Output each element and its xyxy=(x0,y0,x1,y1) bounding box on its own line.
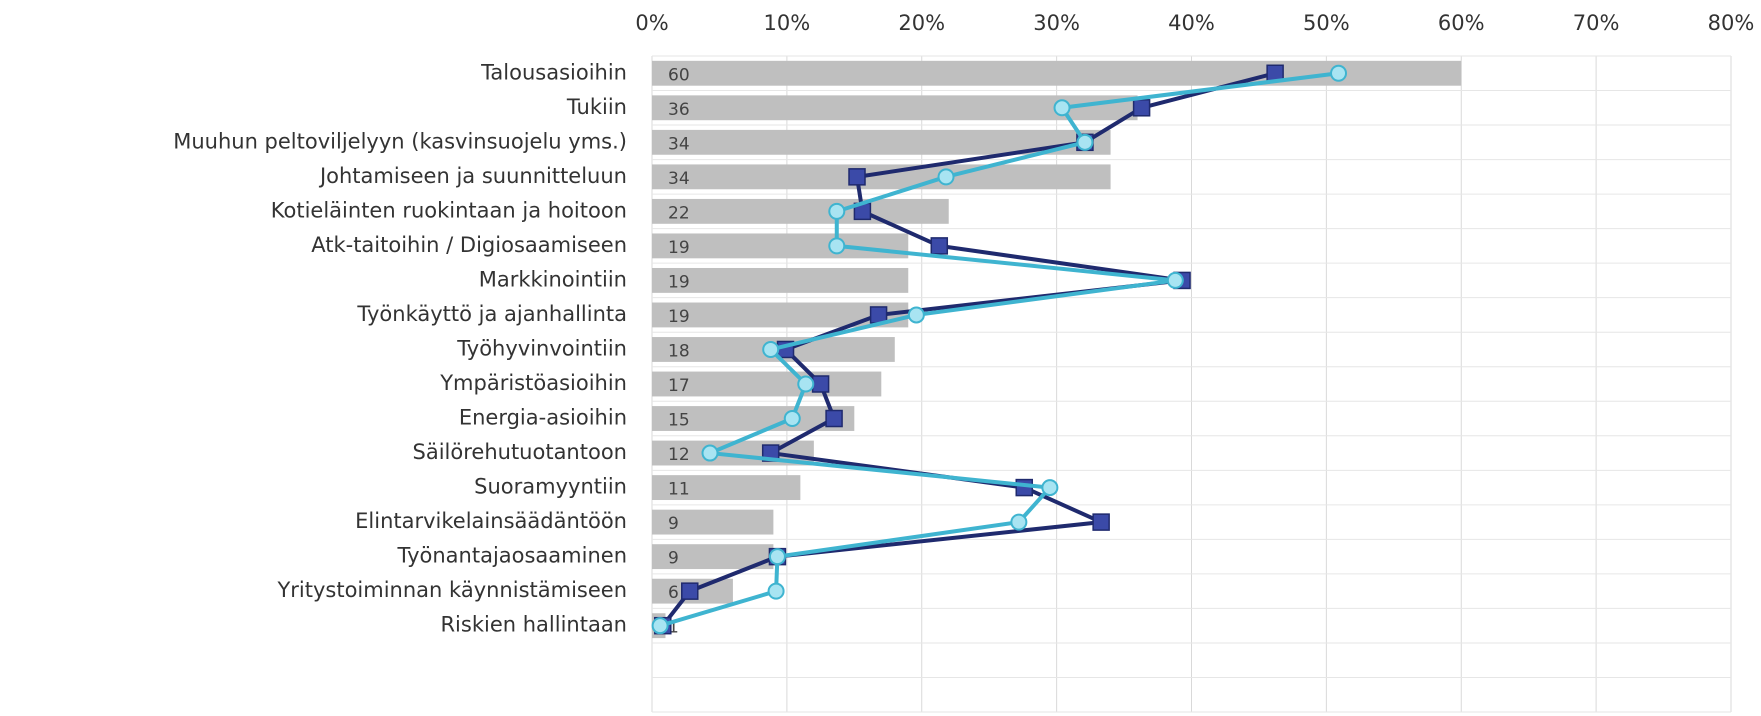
x-tick-label: 10% xyxy=(764,11,811,35)
category-label: Ympäristöasioihin xyxy=(439,371,627,395)
marker xyxy=(651,617,669,635)
x-tick-label: 50% xyxy=(1303,11,1350,35)
value-label: 6 xyxy=(668,583,679,603)
category-label: Markkinointiin xyxy=(479,267,627,291)
value-label: 9 xyxy=(668,549,679,569)
category-label: Kotieläinten ruokintaan ja hoitoon xyxy=(271,198,627,222)
x-tick-label: 0% xyxy=(635,11,668,35)
marker xyxy=(1041,479,1059,497)
marker xyxy=(828,202,846,220)
category-label: Johtamiseen ja suunnitteluun xyxy=(318,164,627,188)
value-label: 17 xyxy=(668,376,690,396)
x-tick-label: 80% xyxy=(1708,11,1755,35)
marker xyxy=(1053,99,1071,117)
marker xyxy=(907,306,925,324)
marker xyxy=(811,375,830,393)
marker xyxy=(762,340,780,358)
value-label: 60 xyxy=(668,65,690,85)
x-tick-label: 40% xyxy=(1168,11,1215,35)
value-label: 11 xyxy=(668,480,690,500)
value-label: 9 xyxy=(668,514,679,534)
value-label: 18 xyxy=(668,341,690,361)
marker xyxy=(1010,513,1028,531)
x-tick-label: 30% xyxy=(1033,11,1080,35)
category-label: Tukiin xyxy=(566,95,627,119)
value-label: 15 xyxy=(668,411,690,431)
marker xyxy=(797,375,815,393)
category-label: Työhyvinvointiin xyxy=(456,336,627,360)
marker xyxy=(681,582,699,600)
category-label: Säilörehutuotantoon xyxy=(413,440,627,464)
category-label: Työnantajaosaaminen xyxy=(397,544,627,568)
marker xyxy=(1015,478,1034,497)
marker xyxy=(1330,64,1348,82)
bar xyxy=(652,475,801,501)
category-label: Suoramyyntiin xyxy=(474,475,627,499)
marker xyxy=(1092,513,1110,531)
value-label: 22 xyxy=(668,203,690,223)
value-label: 36 xyxy=(668,100,690,120)
x-tick-label: 60% xyxy=(1438,11,1485,35)
category-label: Elintarvikelainsäädäntöön xyxy=(355,509,627,533)
bar xyxy=(652,233,909,259)
value-label: 19 xyxy=(668,238,690,258)
marker xyxy=(937,168,955,186)
marker xyxy=(848,168,866,186)
category-label: Energia-asioihin xyxy=(459,406,627,430)
category-label: Muuhun peltoviljelyyn (kasvinsuojelu yms… xyxy=(173,129,627,153)
x-tick-label: 70% xyxy=(1573,11,1620,35)
category-label: Yritystoiminnan käynnistämiseen xyxy=(276,578,627,602)
marker xyxy=(783,410,801,428)
value-label: 1 xyxy=(668,618,679,638)
category-label: Atk-taitoihin / Digiosaamiseen xyxy=(311,233,627,257)
x-tick-label: 20% xyxy=(898,11,945,35)
marker xyxy=(701,444,719,462)
category-label: Talousasioihin xyxy=(480,60,627,84)
bar xyxy=(652,164,1111,190)
marker xyxy=(825,409,843,428)
value-label: 19 xyxy=(668,307,690,327)
value-label: 12 xyxy=(668,445,690,465)
marker xyxy=(767,582,785,600)
bar xyxy=(652,302,909,328)
category-label: Työnkäyttö ja ajanhallinta xyxy=(356,302,627,326)
marker xyxy=(828,237,846,255)
marker xyxy=(768,548,786,566)
value-label: 34 xyxy=(668,169,690,189)
marker xyxy=(1166,271,1184,289)
bar xyxy=(652,267,909,293)
bar xyxy=(652,371,882,397)
value-label: 34 xyxy=(668,134,690,154)
bar xyxy=(652,509,774,535)
marker xyxy=(1132,99,1151,117)
value-label: 19 xyxy=(668,272,690,292)
bar xyxy=(652,198,949,224)
category-label: Riskien hallintaan xyxy=(440,613,627,637)
marker xyxy=(1076,133,1094,151)
marker xyxy=(930,237,949,255)
